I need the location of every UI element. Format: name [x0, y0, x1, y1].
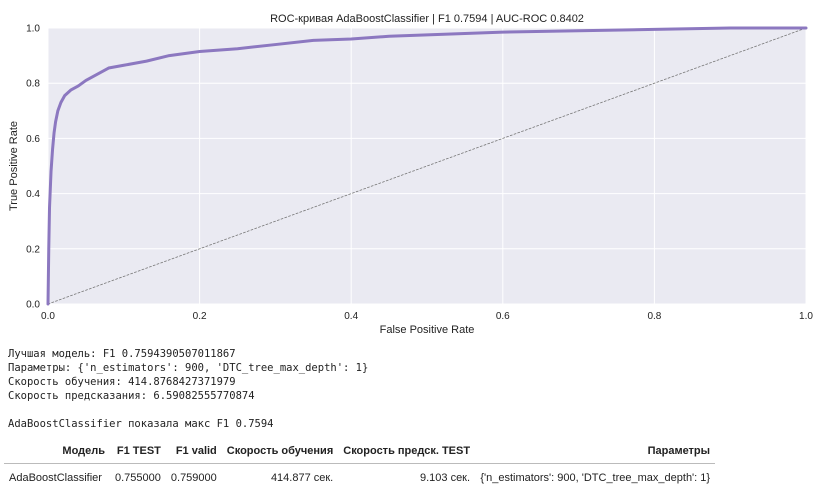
output-train-speed: Скорость обучения: 414.8768427371979	[8, 376, 236, 388]
x-tick-labels: 0.0 0.2 0.4 0.6 0.8 1.0	[41, 311, 813, 322]
cell-f1-test: 0.755000	[115, 472, 161, 484]
series-group	[46, 26, 808, 306]
header-f1-test: F1 TEST	[110, 441, 166, 464]
output-summary: AdaBoostClassifier показала макс F1 0.75…	[8, 418, 274, 430]
grid-lines	[47, 27, 807, 305]
y-tick-label: 0.4	[26, 189, 40, 200]
y-tick-label: 0.8	[26, 79, 40, 90]
cell-train-speed: 414.877 сек.	[270, 472, 334, 484]
output-predict-speed: Скорость предсказания: 6.59082555770874	[8, 390, 255, 402]
x-axis-label: False Positive Rate	[380, 324, 475, 336]
y-tick-labels: 0.0 0.2 0.4 0.6 0.8 1.0	[26, 24, 40, 311]
y-axis-label: True Positive Rate	[8, 121, 20, 211]
cell-model: AdaBoostClassifier	[9, 472, 102, 484]
y-tick-label: 0.2	[26, 244, 40, 255]
roc-chart: ROC-кривая AdaBoostClassifier | F1 0.759…	[8, 13, 813, 336]
results-table: Модель F1 TEST F1 valid Скорость обучени…	[4, 441, 716, 489]
header-predict-speed: Скорость предск. TEST	[338, 441, 476, 464]
x-tick-label: 0.2	[193, 311, 207, 322]
chance-diagonal-line	[47, 27, 807, 305]
output-params: Параметры: {'n_estimators': 900, 'DTC_tr…	[8, 362, 369, 374]
table-row: AdaBoostClassifier 0.755000 0.759000 414…	[4, 464, 715, 489]
y-tick-label: 0.0	[26, 300, 40, 311]
x-tick-label: 0.0	[41, 311, 55, 322]
x-tick-label: 0.6	[496, 311, 510, 322]
chart-title: ROC-кривая AdaBoostClassifier | F1 0.759…	[270, 13, 584, 25]
roc-curve-line	[46, 26, 808, 306]
header-model: Модель	[4, 441, 110, 464]
y-tick-label: 1.0	[26, 24, 40, 35]
cell-params: {'n_estimators': 900, 'DTC_tree_max_dept…	[480, 472, 711, 484]
x-tick-label: 0.8	[647, 311, 661, 322]
header-f1-valid: F1 valid	[165, 441, 222, 464]
header-params: Параметры	[475, 441, 716, 464]
y-tick-label: 0.6	[26, 134, 40, 145]
cell-predict-speed: 9.103 сек.	[419, 472, 471, 484]
header-train-speed: Скорость обучения	[221, 441, 339, 464]
x-tick-label: 0.4	[344, 311, 358, 322]
cell-f1-valid: 0.759000	[170, 472, 217, 484]
output-best-model: Лучшая модель: F1 0.7594390507011867	[8, 348, 236, 360]
table-header-row: Модель F1 TEST F1 valid Скорость обучени…	[4, 441, 716, 464]
x-tick-label: 1.0	[799, 311, 813, 322]
